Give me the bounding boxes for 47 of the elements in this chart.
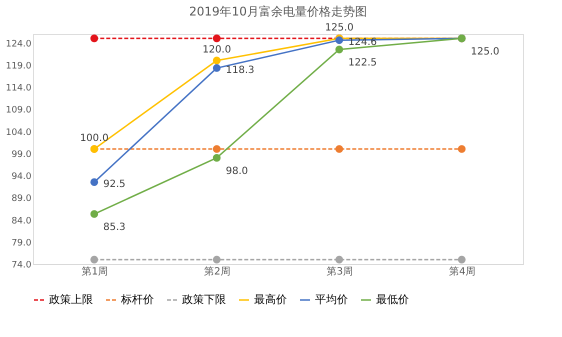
y-tick-label: 89.0 (11, 194, 32, 204)
x-tick-label: 第4周 (449, 266, 476, 278)
point (458, 145, 466, 153)
point (335, 46, 344, 54)
point (212, 56, 221, 64)
y-tick-label: 84.0 (11, 216, 32, 226)
point (90, 34, 98, 42)
point (335, 256, 344, 264)
point (90, 210, 98, 218)
point (458, 256, 466, 264)
y-tick-label: 104.0 (6, 128, 32, 138)
data-label: 120.0 (202, 44, 232, 56)
chart-title: 2019年10月富余电量价格走势图 (189, 4, 367, 18)
point (212, 256, 221, 264)
data-label: 98.0 (226, 166, 248, 177)
legend-label: 政策上限 (49, 293, 93, 306)
point (90, 178, 98, 186)
point (212, 145, 221, 153)
point (90, 256, 98, 264)
point (212, 64, 221, 72)
data-label: 122.5 (348, 57, 377, 68)
data-label: 85.3 (103, 222, 126, 234)
data-label: 124.6 (348, 37, 377, 48)
point (335, 145, 344, 153)
y-tick-label: 114.0 (6, 84, 32, 94)
data-label: 92.5 (103, 179, 126, 190)
y-tick-label: 124.0 (6, 39, 32, 50)
y-tick-label: 119.0 (6, 61, 32, 72)
data-label: 100.0 (80, 133, 109, 144)
y-tick-label: 94.0 (11, 172, 32, 182)
point (212, 34, 221, 42)
y-tick-label: 109.0 (6, 106, 32, 116)
y-tick-label: 79.0 (11, 238, 32, 248)
x-tick-label: 第3周 (326, 266, 353, 278)
data-label: 125.0 (470, 46, 500, 58)
legend-label: 最低价 (376, 293, 409, 306)
point (212, 154, 221, 162)
data-label: 125.0 (324, 22, 354, 34)
legend-label: 最高价 (254, 293, 287, 306)
y-tick-label: 74.0 (11, 260, 32, 270)
data-label: 118.3 (226, 65, 254, 76)
x-tick-label: 第1周 (82, 266, 108, 278)
legend-label: 标杆价 (120, 293, 154, 306)
legend-label: 政策下限 (182, 293, 226, 306)
legend-label: 平均价 (315, 293, 348, 306)
y-tick-label: 99.0 (11, 150, 32, 160)
x-tick-label: 第2周 (204, 266, 230, 278)
